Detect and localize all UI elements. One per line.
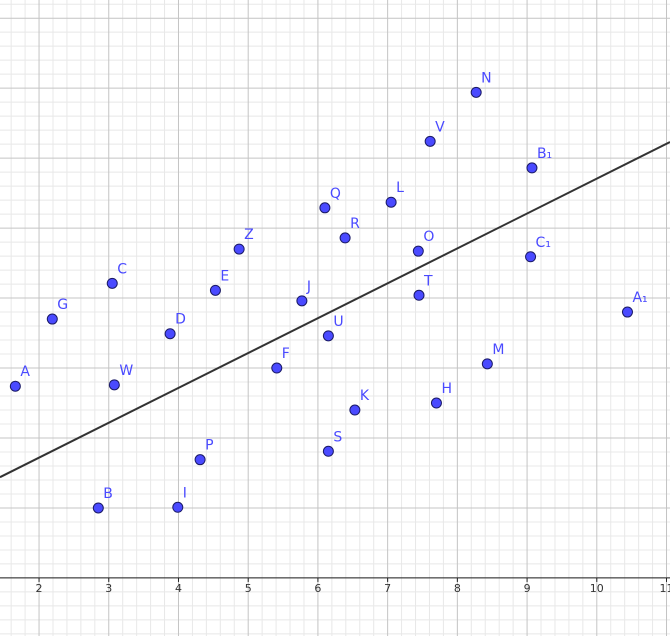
x-tick-label: 10	[590, 582, 604, 595]
point-label: R	[350, 216, 360, 232]
x-tick-label: 8	[454, 582, 461, 595]
point-label: Q	[330, 186, 341, 202]
point-label: L	[396, 180, 404, 196]
point-label: C₁	[536, 235, 551, 251]
point-label: I	[183, 485, 187, 501]
point	[621, 306, 633, 318]
point-label: W	[119, 363, 133, 379]
point	[92, 502, 104, 514]
point	[339, 232, 351, 244]
point-label: J	[306, 279, 311, 295]
point-label: S	[333, 429, 342, 445]
point-label: U	[333, 314, 343, 330]
x-tick-label: 2	[36, 582, 43, 595]
point	[209, 284, 221, 296]
point	[470, 86, 482, 98]
point	[385, 196, 397, 208]
point	[108, 379, 120, 391]
point	[271, 362, 283, 374]
point	[9, 380, 21, 392]
x-tick-label: 11	[660, 582, 670, 595]
point-label: N	[481, 70, 491, 86]
point	[526, 162, 538, 174]
point	[296, 295, 308, 307]
x-tick-label: 6	[314, 582, 321, 595]
point-label: Z	[244, 227, 254, 243]
point	[164, 328, 176, 340]
point	[412, 245, 424, 257]
fit-line	[0, 141, 670, 479]
point	[413, 289, 425, 301]
point	[106, 277, 118, 289]
point-label: A	[20, 364, 30, 380]
point	[233, 243, 245, 255]
point-label: F	[282, 346, 290, 362]
point	[172, 501, 184, 513]
point	[46, 313, 58, 325]
point-label: A₁	[632, 290, 647, 306]
point	[424, 135, 436, 147]
point-label: B	[103, 486, 113, 502]
point-label: G	[57, 297, 68, 313]
point-label: T	[423, 273, 433, 289]
x-tick-label: 5	[245, 582, 252, 595]
point-label: K	[360, 388, 370, 404]
x-tick-label: 3	[105, 582, 112, 595]
x-tick-label: 4	[175, 582, 182, 595]
x-tick-label: 9	[524, 582, 531, 595]
point-label: V	[435, 119, 445, 135]
point-label: O	[423, 229, 434, 245]
point	[322, 330, 334, 342]
point	[525, 251, 537, 263]
point-label: E	[220, 268, 229, 284]
point-label: P	[205, 438, 213, 454]
point-label: C	[117, 261, 127, 277]
point	[322, 445, 334, 457]
point-label: M	[492, 342, 504, 358]
point-label: B₁	[537, 146, 552, 162]
point-label: H	[441, 381, 452, 397]
point	[481, 358, 493, 370]
x-tick-label: 7	[384, 582, 391, 595]
point	[319, 202, 331, 214]
point-label: D	[175, 312, 186, 328]
point	[194, 454, 206, 466]
point	[349, 404, 361, 416]
point	[430, 397, 442, 409]
